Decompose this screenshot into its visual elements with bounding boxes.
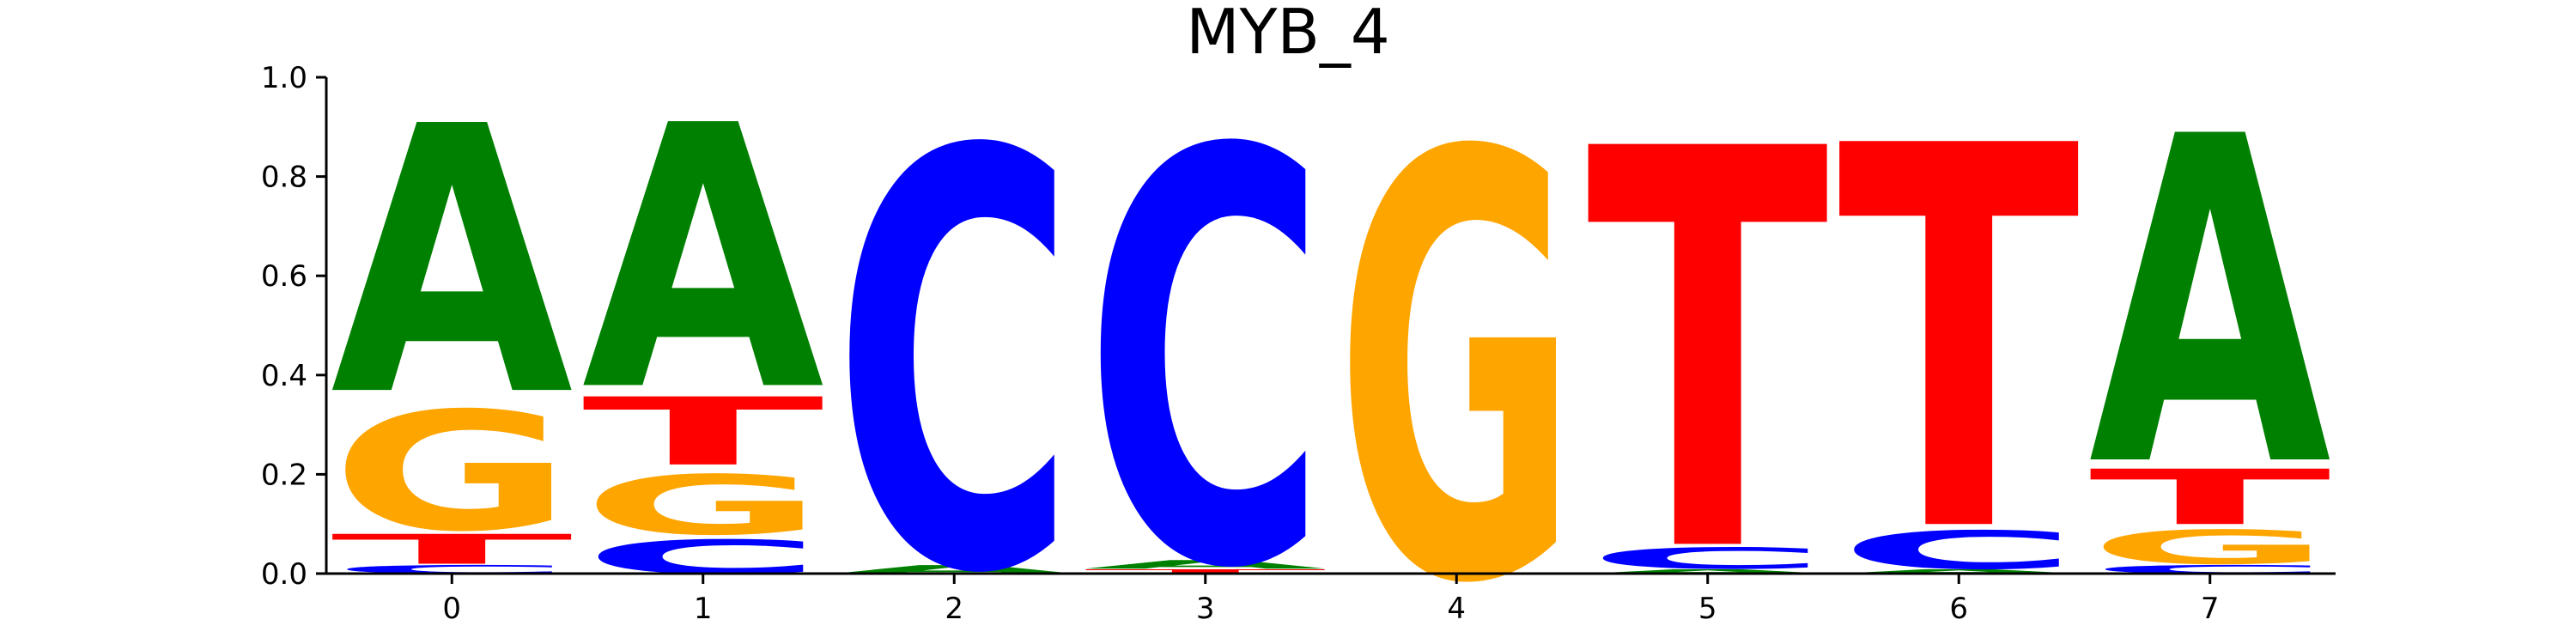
y-tick-label: 0.4 — [261, 359, 307, 393]
logo-letter-c: C — [1084, 34, 1327, 644]
logo-letter-c: C — [1587, 542, 1829, 575]
logo-letter-t: T — [582, 378, 826, 487]
logo-letter-t: T — [1084, 568, 1328, 575]
logo-letter-a: A — [1084, 558, 1329, 572]
logo-letter-a: A — [1587, 568, 1832, 575]
y-axis-ticks: 0.0 0.2 0.4 0.6 0.8 1.0 — [261, 61, 326, 592]
x-tick-label: 2 — [945, 592, 963, 626]
logo-letter-g: G — [331, 377, 573, 568]
logo-letter-g: G — [582, 459, 824, 554]
logo-letter-c: C — [833, 33, 1075, 644]
logo-letter-a: A — [2089, 43, 2334, 566]
y-tick-label: 0.2 — [261, 458, 307, 492]
x-tick-label: 3 — [1196, 592, 1215, 626]
chart-title: MYB_4 — [1186, 0, 1389, 68]
logo-letter-t: T — [1838, 37, 2081, 644]
y-tick-label: 0.6 — [261, 259, 307, 294]
logo-letter-t: T — [1587, 34, 1831, 644]
x-tick-label: 4 — [1447, 592, 1466, 626]
logo-letter-t: T — [331, 526, 574, 574]
x-tick-label: 1 — [694, 592, 713, 626]
logo-letter-t: T — [2089, 453, 2333, 542]
logo-letter-c: C — [1838, 519, 2080, 580]
logo-letter-a: A — [331, 49, 575, 477]
y-tick-label: 1.0 — [261, 61, 307, 95]
logo-letter-a: A — [1838, 568, 2082, 575]
x-tick-label: 0 — [442, 592, 461, 626]
y-tick-label: 0.8 — [261, 161, 307, 195]
x-tick-label: 5 — [1698, 592, 1717, 626]
logo-letter-a: A — [582, 49, 827, 471]
x-tick-label: 6 — [1949, 592, 1968, 626]
y-tick-label: 0.0 — [261, 557, 307, 592]
logo-letter-g: G — [2089, 520, 2331, 574]
logo-letter-g: G — [1335, 33, 1577, 644]
x-axis-ticks: 0 1 2 3 4 5 6 7 — [442, 574, 2220, 626]
x-tick-label: 7 — [2201, 592, 2220, 626]
